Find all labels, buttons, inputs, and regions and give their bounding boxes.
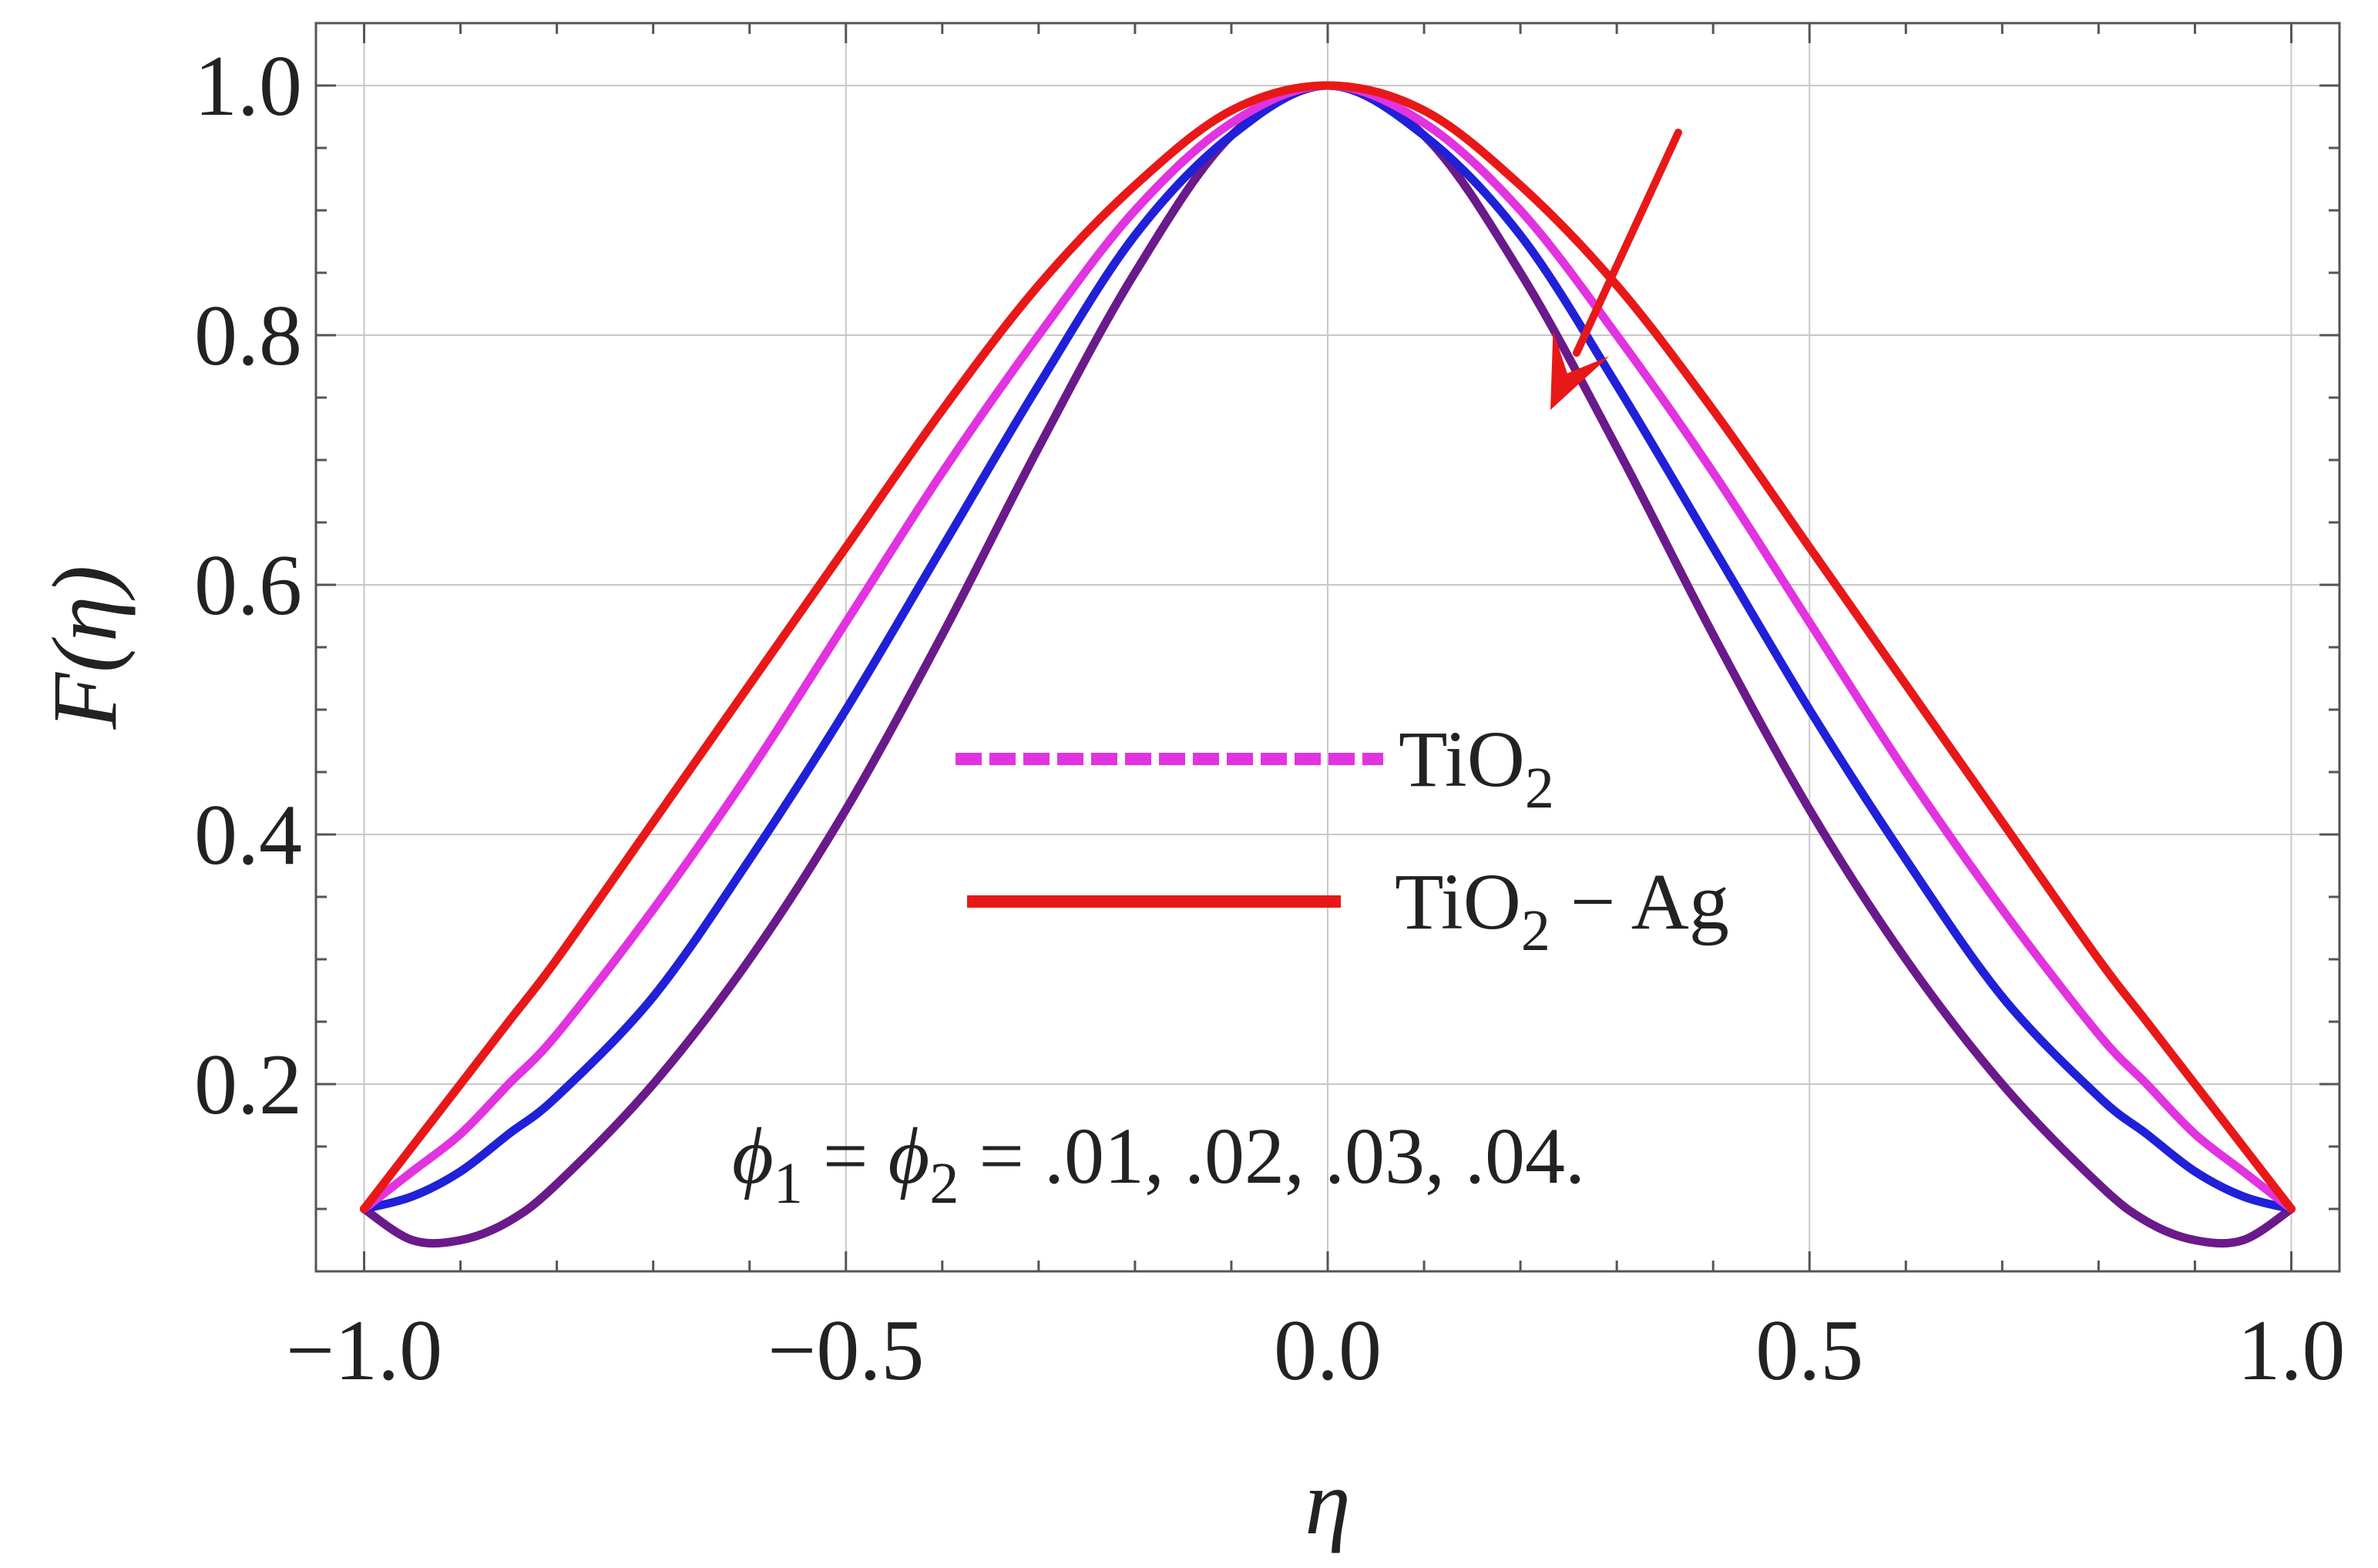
tick-labels: −1.0 −0.5 0.0 0.5 1.0 0.2 0.4 0.6 0.8 1.0 (194, 39, 2345, 1398)
y-axis-label: F(η) (33, 566, 136, 730)
x-tick-label: 1.0 (2237, 1303, 2345, 1398)
x-tick-label: 0.0 (1274, 1303, 1382, 1398)
legend-entry: TiO2 − Ag (1395, 858, 1729, 963)
parameter-annotation: ϕ1 = ϕ2 = .01, .02, .03, .04. (732, 1112, 1585, 1216)
y-tick-label: 0.8 (194, 288, 302, 384)
y-tick-label: 1.0 (194, 39, 302, 134)
y-tick-label: 0.4 (194, 787, 302, 883)
trend-arrow (1550, 129, 1682, 410)
series-lines (360, 81, 2296, 1248)
arrow-head (1550, 330, 1610, 410)
y-tick-label: 0.2 (194, 1037, 302, 1133)
x-tick-label: −1.0 (286, 1303, 442, 1398)
legend-entry: TiO2 (1399, 715, 1554, 821)
y-tick-label: 0.6 (194, 538, 302, 633)
series-line (360, 81, 2296, 1214)
legend: TiO2 TiO2 − Ag (956, 715, 1729, 963)
x-axis-label: η (1305, 1451, 1351, 1553)
x-tick-label: 0.5 (1755, 1303, 1863, 1398)
x-tick-label: −0.5 (767, 1303, 924, 1398)
ticks (316, 23, 2339, 1271)
arrow-shaft (1573, 129, 1682, 357)
